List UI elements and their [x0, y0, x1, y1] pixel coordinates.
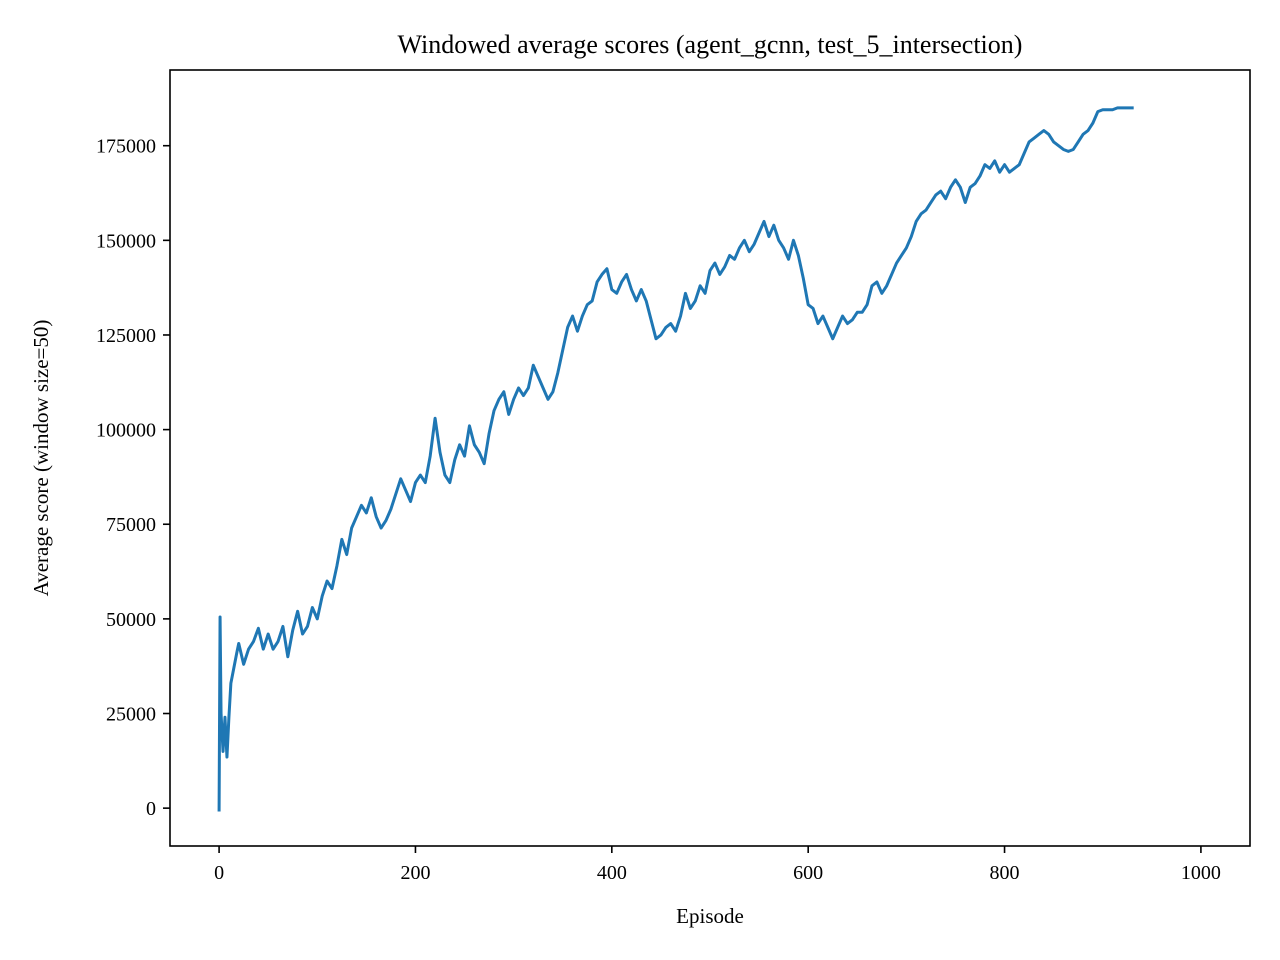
y-tick-label: 25000	[106, 704, 156, 726]
x-tick-label: 600	[793, 862, 823, 884]
y-axis-label: Average score (window size=50)	[29, 320, 53, 597]
y-tick-label: 0	[146, 798, 156, 820]
plot-frame	[169, 69, 1251, 847]
x-tick-label: 1000	[1181, 862, 1221, 884]
y-tick-label: 150000	[96, 230, 156, 252]
y-tick-label: 175000	[96, 136, 156, 158]
x-tick-label: 200	[400, 862, 430, 884]
y-tick-label: 50000	[106, 609, 156, 631]
y-tick-label: 100000	[96, 420, 156, 442]
chart-title: Windowed average scores (agent_gcnn, tes…	[398, 30, 1023, 59]
x-tick-label: 400	[597, 862, 627, 884]
series-line	[217, 106, 1134, 812]
x-tick-label: 800	[990, 862, 1020, 884]
x-axis: 0 200 400 600 800 1000	[214, 846, 1221, 884]
series-layer	[217, 106, 1134, 812]
x-tick-label: 0	[214, 862, 224, 884]
y-tick-label: 125000	[96, 325, 156, 347]
y-tick-label: 75000	[106, 514, 156, 536]
x-axis-label: Episode	[676, 904, 744, 928]
y-axis: 0 25000 50000 75000 100000 125000 150000 175000	[96, 136, 170, 820]
